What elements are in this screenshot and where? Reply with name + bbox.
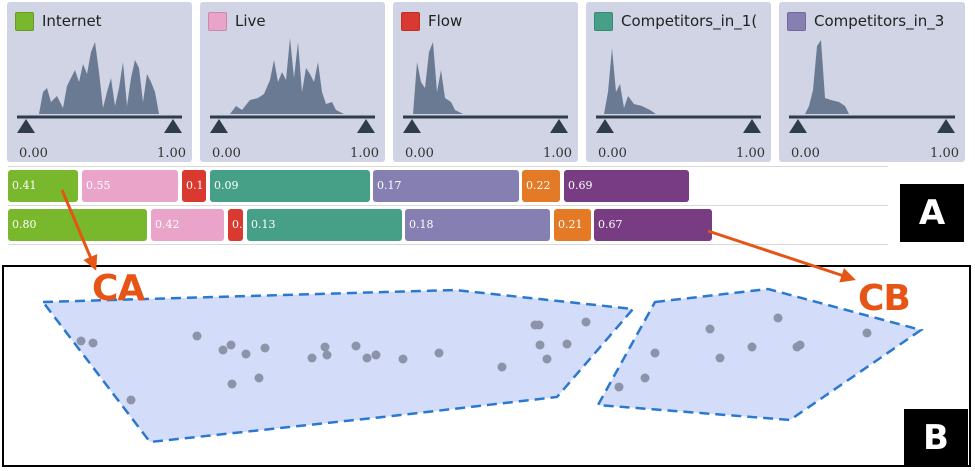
bar-segment-purple[interactable]: 0.67 [594,209,712,241]
bar-segment-purple[interactable]: 0.69 [564,170,689,202]
range-max-handle[interactable] [357,119,375,133]
range-min-label: 0.00 [598,146,627,161]
attribute-name: Competitors_in_3 [814,12,945,30]
bar-segment-internet[interactable]: 0.80 [8,209,147,241]
histogram-chart [779,40,964,133]
histogram-chart [393,42,578,133]
attribute-panel-internet[interactable]: Internet 0.00 1.00 [7,2,192,162]
histogram-chart [200,38,385,133]
range-min-label: 0.00 [791,146,820,161]
callout-ca: CA [92,268,145,309]
cluster-profile-row-ca[interactable]: 0.41 0.55 0.1 0.09 0.17 0.22 0.69 [0,170,975,202]
attribute-panel-flow[interactable]: Flow 0.00 1.00 [393,2,578,162]
attribute-panel-competitors-in-1[interactable]: Competitors_in_1( 0.00 1.00 [586,2,771,162]
range-max-label: 1.00 [350,146,379,161]
color-swatch [787,11,806,31]
panel-header: Competitors_in_3 [787,10,965,32]
attribute-panel-competitors-in-3[interactable]: Competitors_in_3 0.00 1.00 [779,2,965,162]
attribute-panel-live[interactable]: Live 0.00 1.00 [200,2,385,162]
attribute-name: Internet [42,12,102,30]
color-swatch [594,11,613,31]
bar-segment-orange[interactable]: 0.22 [522,170,560,202]
color-swatch [208,11,227,31]
range-max-label: 1.00 [930,146,959,161]
range-max-label: 1.00 [157,146,186,161]
row-divider [8,166,888,167]
range-min-label: 0.00 [19,146,48,161]
panel-header: Flow [401,10,578,32]
range-min-label: 0.00 [405,146,434,161]
color-swatch [15,11,34,31]
range-max-handle[interactable] [743,119,761,133]
histogram-area [393,42,578,114]
range-max-label: 1.00 [736,146,765,161]
bar-segment-live[interactable]: 0.42 [151,209,224,241]
range-max-handle[interactable] [937,119,955,133]
bar-segment-competitors-in-1[interactable]: 0.13 [247,209,402,241]
range-min-label: 0.00 [212,146,241,161]
row-divider [8,205,888,206]
cluster-profile-row-cb[interactable]: 0.80 0.42 0. 0.13 0.18 0.21 0.67 [0,209,975,241]
histogram-area [200,38,385,114]
attribute-name: Live [235,12,266,30]
bar-segment-competitors-in-1[interactable]: 0.09 [210,170,370,202]
attribute-name: Flow [428,12,463,30]
bar-segment-orange[interactable]: 0.21 [554,209,591,241]
color-swatch [401,11,420,31]
bar-segment-competitors-in-3[interactable]: 0.17 [373,170,519,202]
range-max-handle[interactable] [164,119,182,133]
projection-view[interactable] [2,265,971,467]
row-divider [8,244,888,245]
bar-segment-flow[interactable]: 0. [228,209,243,241]
range-min-handle[interactable] [789,119,807,133]
range-min-handle[interactable] [210,119,228,133]
callout-cb: CB [858,278,911,319]
range-min-handle[interactable] [403,119,421,133]
range-min-handle[interactable] [17,119,35,133]
panel-header: Live [208,10,385,32]
range-max-handle[interactable] [550,119,568,133]
range-min-handle[interactable] [596,119,614,133]
attribute-name: Competitors_in_1( [621,12,758,30]
panel-header: Internet [15,10,192,32]
section-label-b: B [904,409,968,467]
bar-segment-flow[interactable]: 0.1 [182,170,206,202]
histogram-area [7,42,192,114]
range-max-label: 1.00 [543,146,572,161]
bar-segment-live[interactable]: 0.55 [82,170,178,202]
panel-header: Competitors_in_1( [594,10,771,32]
histogram-area [779,40,964,114]
histogram-chart [586,48,771,133]
bar-segment-internet[interactable]: 0.41 [8,170,78,202]
histogram-chart [7,42,192,133]
bar-segment-competitors-in-3[interactable]: 0.18 [405,209,550,241]
histogram-area [586,48,771,114]
section-label-a: A [900,184,964,242]
